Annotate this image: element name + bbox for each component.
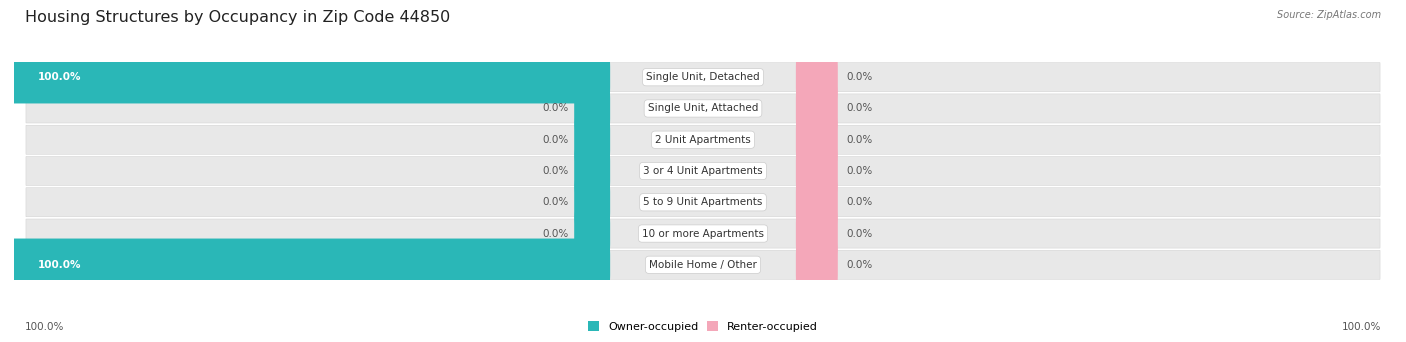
Text: 10 or more Apartments: 10 or more Apartments bbox=[643, 228, 763, 238]
FancyBboxPatch shape bbox=[574, 207, 610, 260]
Text: 0.0%: 0.0% bbox=[846, 197, 873, 207]
FancyBboxPatch shape bbox=[6, 51, 610, 104]
Text: 0.0%: 0.0% bbox=[541, 197, 568, 207]
Text: 3 or 4 Unit Apartments: 3 or 4 Unit Apartments bbox=[643, 166, 763, 176]
FancyBboxPatch shape bbox=[25, 94, 1381, 123]
Text: 0.0%: 0.0% bbox=[541, 228, 568, 238]
FancyBboxPatch shape bbox=[25, 63, 1381, 92]
FancyBboxPatch shape bbox=[796, 145, 838, 197]
Text: 0.0%: 0.0% bbox=[846, 135, 873, 145]
Text: 2 Unit Apartments: 2 Unit Apartments bbox=[655, 135, 751, 145]
FancyBboxPatch shape bbox=[796, 176, 838, 228]
Text: Source: ZipAtlas.com: Source: ZipAtlas.com bbox=[1277, 10, 1381, 20]
FancyBboxPatch shape bbox=[25, 156, 1381, 186]
FancyBboxPatch shape bbox=[574, 145, 610, 197]
Text: 5 to 9 Unit Apartments: 5 to 9 Unit Apartments bbox=[644, 197, 762, 207]
FancyBboxPatch shape bbox=[796, 51, 838, 104]
Text: 0.0%: 0.0% bbox=[846, 72, 873, 82]
FancyBboxPatch shape bbox=[796, 207, 838, 260]
FancyBboxPatch shape bbox=[796, 82, 838, 135]
Text: 100.0%: 100.0% bbox=[1341, 322, 1381, 332]
Text: 0.0%: 0.0% bbox=[846, 104, 873, 114]
Text: 0.0%: 0.0% bbox=[541, 166, 568, 176]
FancyBboxPatch shape bbox=[25, 125, 1381, 154]
Text: 100.0%: 100.0% bbox=[25, 322, 65, 332]
FancyBboxPatch shape bbox=[796, 114, 838, 166]
FancyBboxPatch shape bbox=[25, 250, 1381, 279]
Text: 0.0%: 0.0% bbox=[541, 135, 568, 145]
Text: Single Unit, Attached: Single Unit, Attached bbox=[648, 104, 758, 114]
FancyBboxPatch shape bbox=[574, 176, 610, 228]
FancyBboxPatch shape bbox=[574, 114, 610, 166]
FancyBboxPatch shape bbox=[25, 219, 1381, 248]
FancyBboxPatch shape bbox=[25, 188, 1381, 217]
Text: 0.0%: 0.0% bbox=[541, 104, 568, 114]
Text: 0.0%: 0.0% bbox=[846, 260, 873, 270]
Text: Single Unit, Detached: Single Unit, Detached bbox=[647, 72, 759, 82]
Legend: Owner-occupied, Renter-occupied: Owner-occupied, Renter-occupied bbox=[583, 317, 823, 336]
FancyBboxPatch shape bbox=[574, 82, 610, 135]
Text: 0.0%: 0.0% bbox=[846, 166, 873, 176]
Text: 100.0%: 100.0% bbox=[38, 260, 82, 270]
Text: Mobile Home / Other: Mobile Home / Other bbox=[650, 260, 756, 270]
Text: Housing Structures by Occupancy in Zip Code 44850: Housing Structures by Occupancy in Zip C… bbox=[25, 10, 450, 25]
Text: 0.0%: 0.0% bbox=[846, 228, 873, 238]
FancyBboxPatch shape bbox=[796, 238, 838, 291]
FancyBboxPatch shape bbox=[6, 238, 610, 291]
Text: 100.0%: 100.0% bbox=[38, 72, 82, 82]
